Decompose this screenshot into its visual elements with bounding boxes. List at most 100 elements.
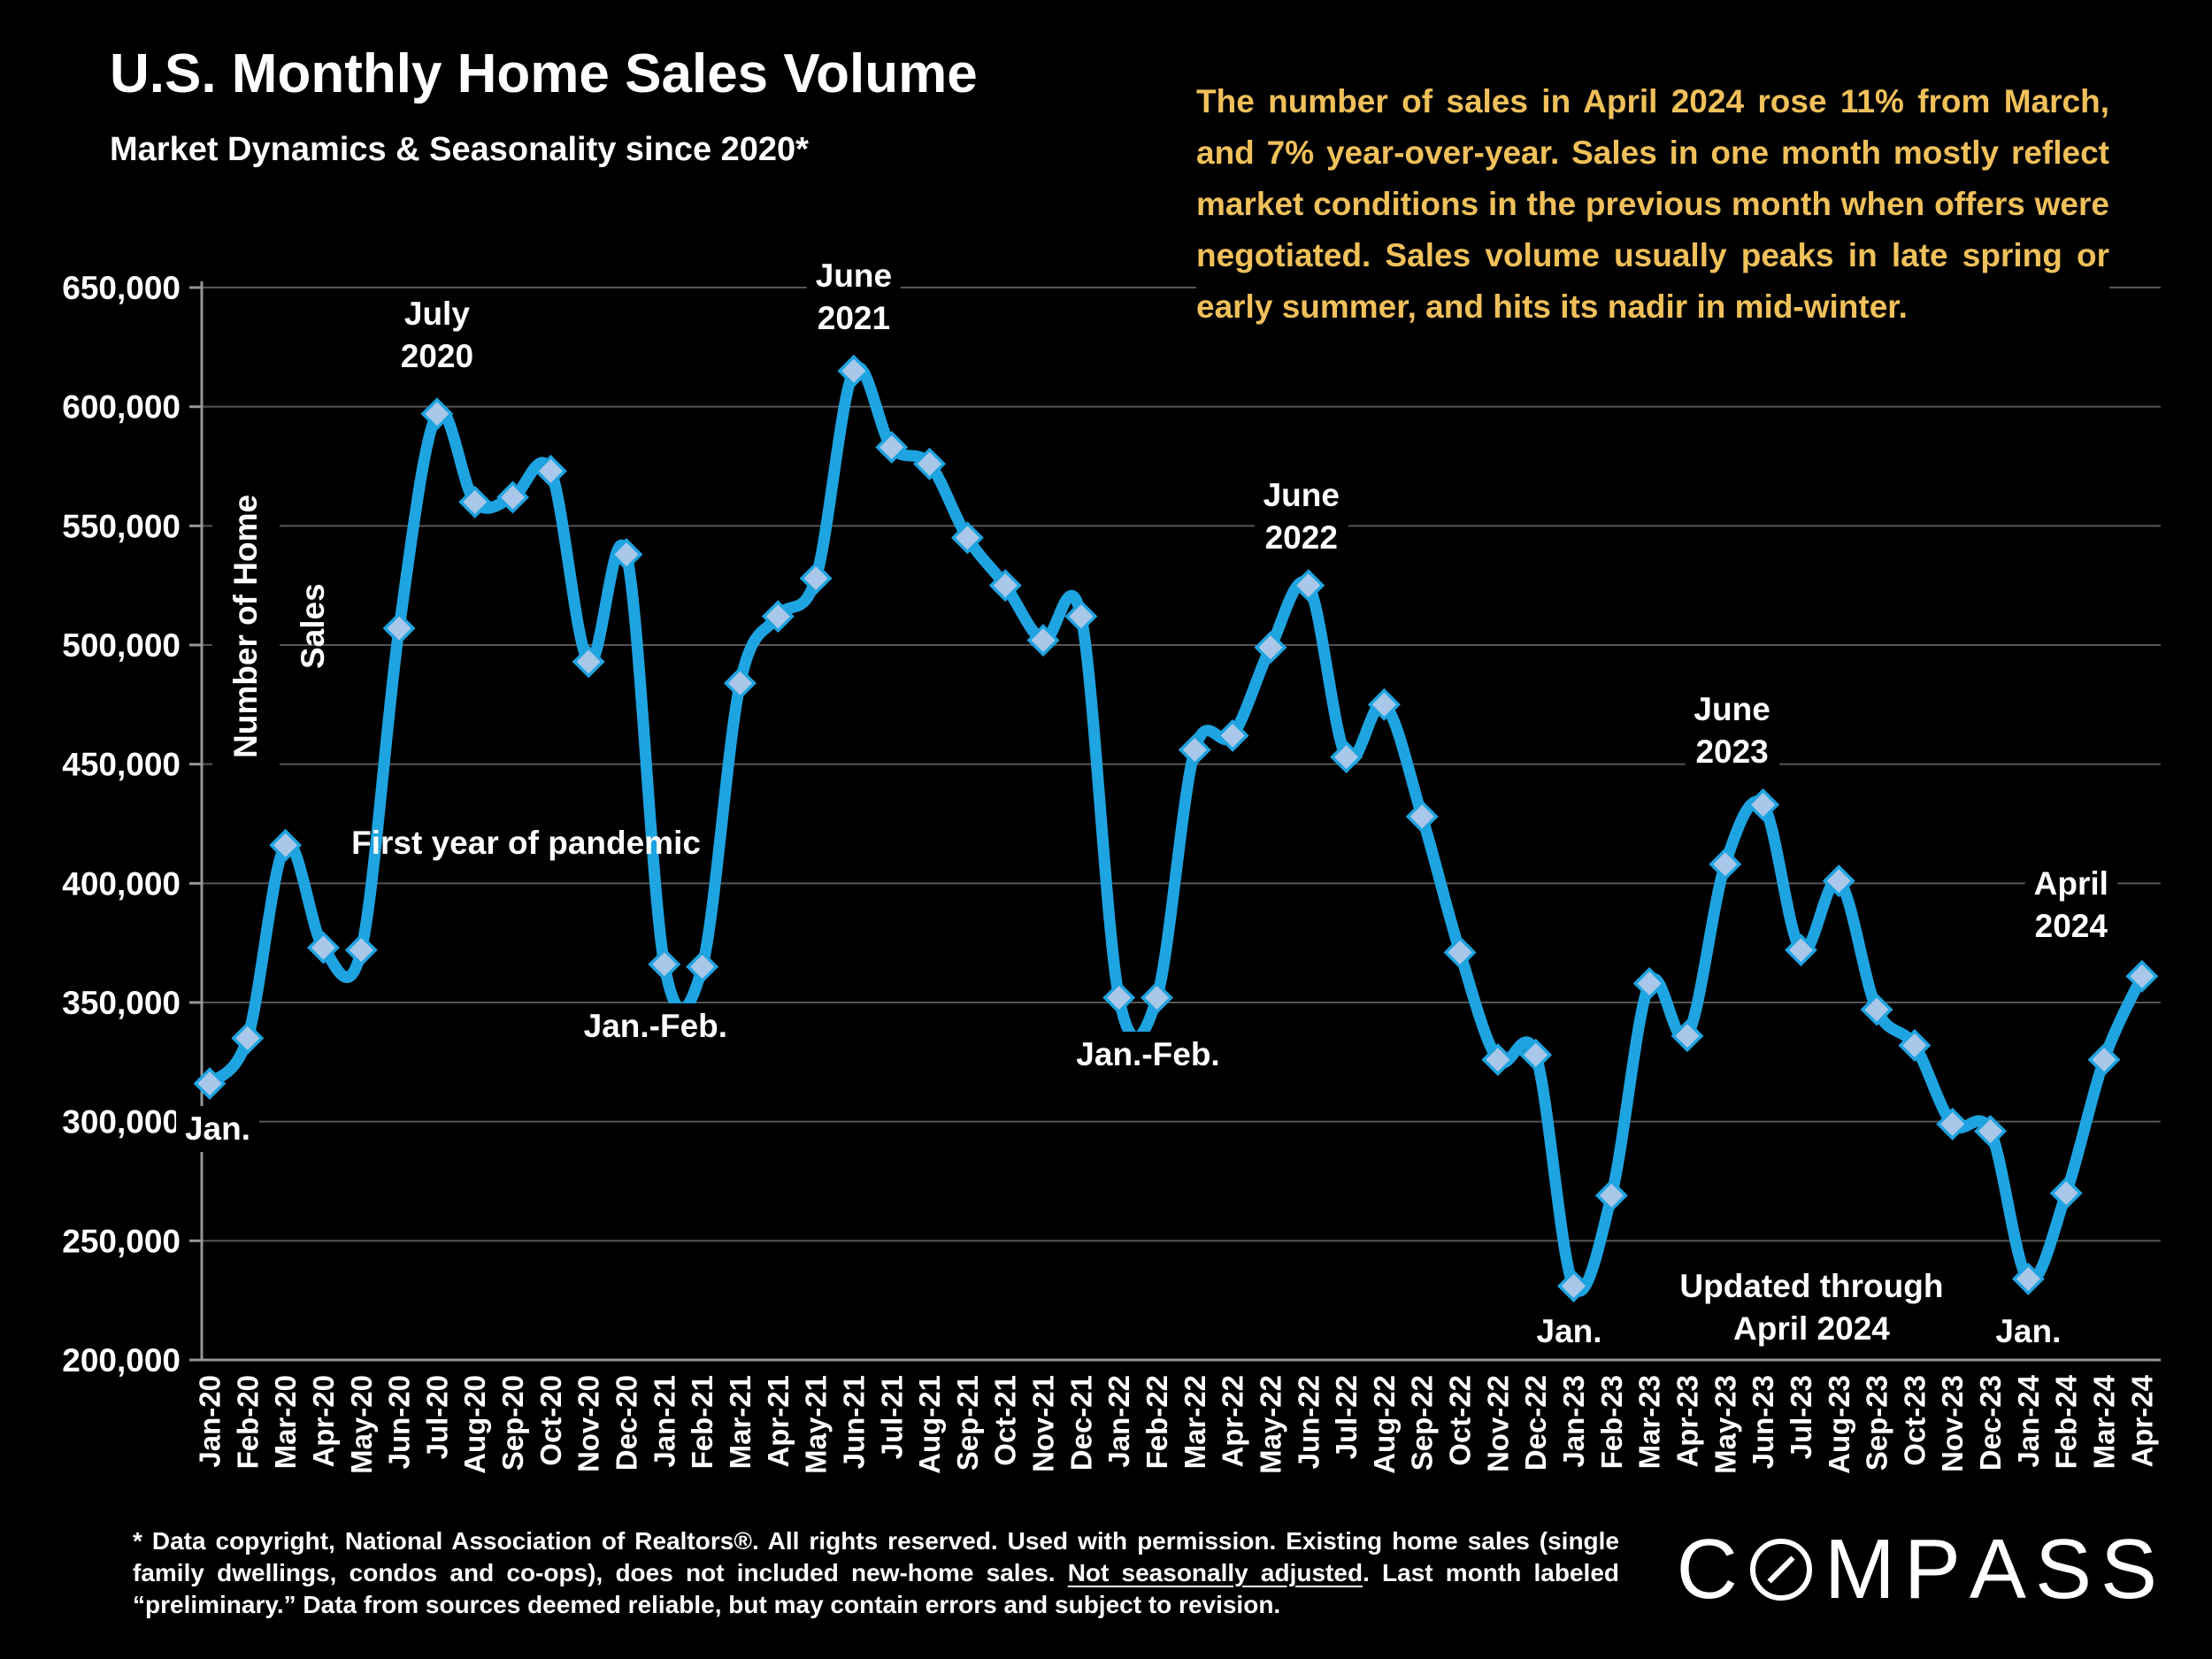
x-tick-label: Dec-21 <box>1064 1375 1097 1471</box>
data-point-marker <box>1822 864 1855 898</box>
x-tick-label: Oct-20 <box>534 1375 567 1466</box>
y-tick-label: 650,000 <box>62 270 180 306</box>
x-tick-label: Apr-20 <box>307 1375 340 1468</box>
x-tick-label: Dec-22 <box>1519 1375 1552 1471</box>
data-point-marker <box>1367 687 1401 721</box>
data-point-marker <box>875 430 909 464</box>
data-point-marker <box>913 447 947 480</box>
data-point-marker <box>1405 800 1439 833</box>
y-axis-title: Number of Home Sales <box>212 456 331 797</box>
x-tick-label: Jan-23 <box>1557 1375 1590 1468</box>
data-point-marker <box>799 562 833 595</box>
x-tick-label: Mar-23 <box>1633 1375 1666 1469</box>
data-point-marker <box>534 454 567 488</box>
x-tick-label: Apr-21 <box>762 1375 795 1468</box>
data-point-marker <box>231 1021 265 1055</box>
y-tick-label: 500,000 <box>62 627 180 664</box>
y-tick-label: 550,000 <box>62 508 180 544</box>
x-tick-label: Nov-20 <box>572 1375 605 1472</box>
y-tick-label: 200,000 <box>62 1342 180 1379</box>
footer-note: * Data copyright, National Association o… <box>133 1525 1619 1621</box>
x-tick-label: Nov-21 <box>1027 1375 1060 1472</box>
data-point-marker <box>1747 787 1780 821</box>
x-tick-label: Mar-22 <box>1179 1375 1211 1469</box>
data-point-marker <box>686 950 719 984</box>
data-point-marker <box>1557 1270 1590 1302</box>
data-point-marker <box>1671 1019 1704 1053</box>
x-tick-label: Sep-21 <box>951 1375 984 1471</box>
data-point-marker <box>1254 631 1287 664</box>
data-point-marker <box>1898 1029 1932 1062</box>
x-tick-label: Jan-24 <box>2012 1374 2045 1467</box>
x-tick-label: Jun-22 <box>1292 1375 1325 1469</box>
x-tick-label: Feb-23 <box>1595 1375 1628 1469</box>
x-tick-label: Jul-20 <box>420 1375 453 1459</box>
x-tick-label: Jul-22 <box>1330 1375 1363 1459</box>
x-tick-label: Mar-24 <box>2088 1374 2121 1469</box>
x-tick-label: Oct-22 <box>1444 1375 1477 1466</box>
footer-note-pre: * Data copyright, National Association o… <box>133 1527 1619 1586</box>
data-point-marker <box>1330 741 1363 774</box>
data-point-marker <box>2049 1176 2083 1210</box>
x-tick-label: May-21 <box>800 1375 833 1474</box>
data-point-marker <box>1974 1114 2008 1148</box>
data-point-marker <box>1519 1038 1553 1071</box>
x-tick-label: Aug-23 <box>1823 1375 1855 1474</box>
data-point-marker <box>1064 600 1098 634</box>
x-tick-label: May-22 <box>1254 1375 1286 1474</box>
data-point-marker <box>2087 1043 2121 1077</box>
sales-line <box>204 362 2148 1297</box>
x-tick-label: Nov-22 <box>1481 1375 1514 1472</box>
x-tick-label: Aug-22 <box>1368 1375 1401 1474</box>
page-title: U.S. Monthly Home Sales Volume <box>110 43 978 104</box>
x-tick-label: Apr-23 <box>1671 1375 1703 1468</box>
data-point-marker <box>1594 1179 1628 1212</box>
data-point-marker <box>306 931 340 964</box>
footer-note-post: . Last month labeled “preliminary.” Data… <box>133 1559 1619 1618</box>
data-point-marker <box>496 480 530 514</box>
y-tick-label: 300,000 <box>62 1104 180 1141</box>
x-tick-label: Aug-21 <box>913 1375 946 1474</box>
data-point-marker <box>761 600 795 634</box>
data-point-marker <box>1936 1107 1970 1141</box>
data-point-marker <box>1443 935 1477 969</box>
x-tick-label: Oct-23 <box>1898 1375 1931 1466</box>
data-point-marker <box>1216 718 1249 752</box>
data-point-marker <box>420 397 454 431</box>
data-point-marker <box>1784 933 1817 967</box>
y-tick-label: 400,000 <box>62 865 180 902</box>
data-point-marker <box>2011 1262 2045 1295</box>
data-point-marker <box>1709 848 1742 881</box>
data-point-marker <box>648 948 681 981</box>
data-point-marker <box>1102 981 1136 1015</box>
data-point-marker <box>724 666 757 700</box>
data-point-marker <box>344 933 378 967</box>
x-tick-label: Sep-20 <box>496 1375 529 1471</box>
x-tick-label: Feb-21 <box>686 1375 718 1469</box>
x-tick-label: May-23 <box>1709 1375 1741 1474</box>
x-tick-label: Apr-22 <box>1217 1375 1249 1468</box>
x-tick-label: Mar-20 <box>269 1375 302 1469</box>
data-point-marker <box>1292 569 1325 603</box>
data-point-marker <box>382 611 416 645</box>
x-tick-label: Feb-24 <box>2050 1374 2083 1469</box>
data-point-marker <box>1481 1043 1515 1077</box>
data-point-marker <box>193 1067 227 1101</box>
footer-note-underlined: Not seasonally adjusted <box>1067 1559 1363 1586</box>
data-point-marker <box>1860 993 1893 1026</box>
logo-letter: M <box>1824 1522 1895 1617</box>
y-tick-label: 350,000 <box>62 985 180 1021</box>
x-tick-label: Feb-20 <box>231 1375 264 1469</box>
x-tick-label: Oct-21 <box>989 1375 1022 1466</box>
x-tick-label: Mar-21 <box>724 1375 757 1469</box>
x-tick-label: Sep-23 <box>1861 1375 1893 1471</box>
data-point-marker <box>458 485 492 518</box>
data-point-marker <box>610 538 643 572</box>
compass-o-needle-icon <box>1749 1539 1812 1601</box>
x-tick-label: Jun-20 <box>383 1375 416 1469</box>
page-subtitle: Market Dynamics & Seasonality since 2020… <box>110 131 809 168</box>
x-tick-label: Nov-23 <box>1936 1375 1969 1472</box>
